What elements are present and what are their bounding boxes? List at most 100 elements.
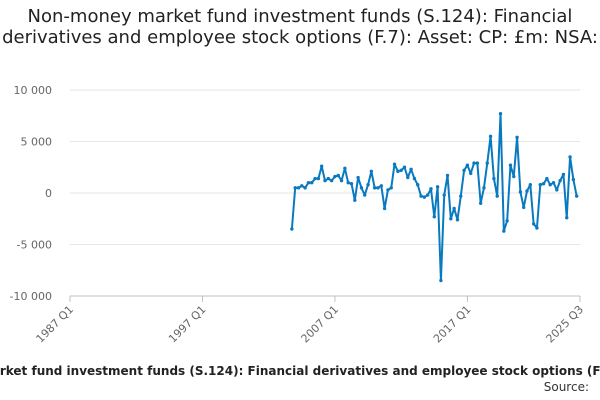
data-point (442, 193, 446, 197)
chart-title: Non-money market fund investment funds (… (2, 6, 598, 48)
data-point (313, 176, 317, 181)
data-point (525, 189, 529, 193)
y-axis: -10 000 -5 000 0 5 000 10 000 (10, 84, 52, 303)
data-point (558, 178, 562, 183)
x-tick-label: 2017 Q1 (431, 303, 474, 346)
data-point (386, 188, 390, 192)
data-point (522, 205, 526, 210)
source-label: Source: (543, 380, 589, 394)
data-point (472, 161, 476, 165)
data-point (445, 173, 450, 178)
data-point (561, 172, 566, 177)
data-point (455, 218, 460, 222)
data-point (545, 176, 549, 181)
y-tick-label: 0 (45, 187, 52, 200)
data-point (568, 155, 572, 159)
data-point (336, 173, 340, 178)
chart-footer-text: Non-money market fund investment funds (… (0, 364, 600, 378)
data-point (505, 219, 509, 223)
data-point (326, 176, 331, 181)
x-tick: 1997 Q1 (166, 303, 209, 346)
data-point (339, 178, 344, 183)
data-point (429, 187, 433, 191)
y-tick-label: -10 000 (10, 290, 52, 303)
data-point (389, 186, 393, 190)
data-point (349, 182, 354, 186)
data-point (363, 193, 367, 197)
data-point (565, 216, 569, 220)
data-point (548, 183, 552, 187)
y-tick: 5 000 (21, 136, 53, 149)
y-tick: 10 000 (14, 84, 53, 97)
x-tick: 2025 Q3 (544, 303, 587, 346)
x-tick-label: 1997 Q1 (166, 303, 209, 346)
data-point (416, 183, 420, 187)
data-point (425, 193, 430, 197)
y-tick-label: 10 000 (14, 84, 53, 97)
data-point (571, 177, 576, 182)
data-point (528, 183, 533, 187)
data-point (382, 206, 387, 211)
data-point (439, 278, 443, 283)
data-point (412, 176, 417, 181)
x-tick-label: 2025 Q3 (544, 303, 587, 346)
data-point (475, 161, 480, 165)
data-point (293, 186, 297, 190)
data-point (465, 163, 470, 167)
y-tick-label: -5 000 (17, 239, 52, 252)
data-point (306, 181, 311, 185)
data-point (435, 185, 440, 189)
data-point (419, 194, 423, 198)
data-point (406, 175, 410, 180)
data-point (459, 194, 463, 198)
data-point (515, 135, 519, 140)
x-tick-label: 1987 Q1 (34, 303, 77, 346)
data-point (462, 168, 466, 173)
series-layer (290, 111, 579, 283)
data-point (359, 186, 364, 190)
data-point (485, 161, 489, 165)
data-point (574, 194, 579, 198)
data-point (296, 186, 301, 190)
series-line (290, 112, 578, 282)
data-point (538, 183, 542, 187)
data-point (303, 186, 307, 190)
data-point (346, 181, 350, 185)
data-point (541, 182, 546, 186)
x-tick: 1987 Q1 (34, 303, 77, 346)
data-point (290, 227, 294, 231)
x-axis: 1987 Q1 1997 Q1 2007 Q1 2017 Q1 2025 Q3 (34, 295, 587, 346)
data-point (512, 174, 516, 179)
data-point (379, 184, 383, 188)
data-point (488, 134, 493, 139)
y-tick: 0 (45, 187, 52, 200)
data-point (492, 176, 496, 181)
data-point (329, 178, 334, 183)
data-point (372, 186, 377, 190)
data-point (366, 183, 370, 187)
data-point (369, 169, 374, 174)
x-tick: 2017 Q1 (431, 303, 474, 346)
data-point (535, 226, 539, 230)
data-point (356, 175, 360, 180)
data-point (555, 188, 559, 192)
data-point (310, 181, 314, 185)
data-point (353, 198, 357, 202)
data-point (518, 190, 523, 194)
y-tick-label: 5 000 (21, 136, 53, 149)
y-tick: -10 000 (10, 290, 52, 303)
data-point (376, 186, 380, 190)
data-point (452, 206, 456, 211)
data-point (478, 201, 483, 205)
data-point (396, 169, 400, 174)
data-point (323, 178, 327, 183)
data-point (319, 164, 324, 168)
y-tick: -5 000 (17, 239, 52, 252)
data-point (399, 168, 403, 173)
data-point (531, 222, 536, 226)
data-point (402, 165, 407, 169)
data-point (551, 181, 556, 185)
data-point (333, 174, 337, 179)
data-point (449, 217, 453, 221)
